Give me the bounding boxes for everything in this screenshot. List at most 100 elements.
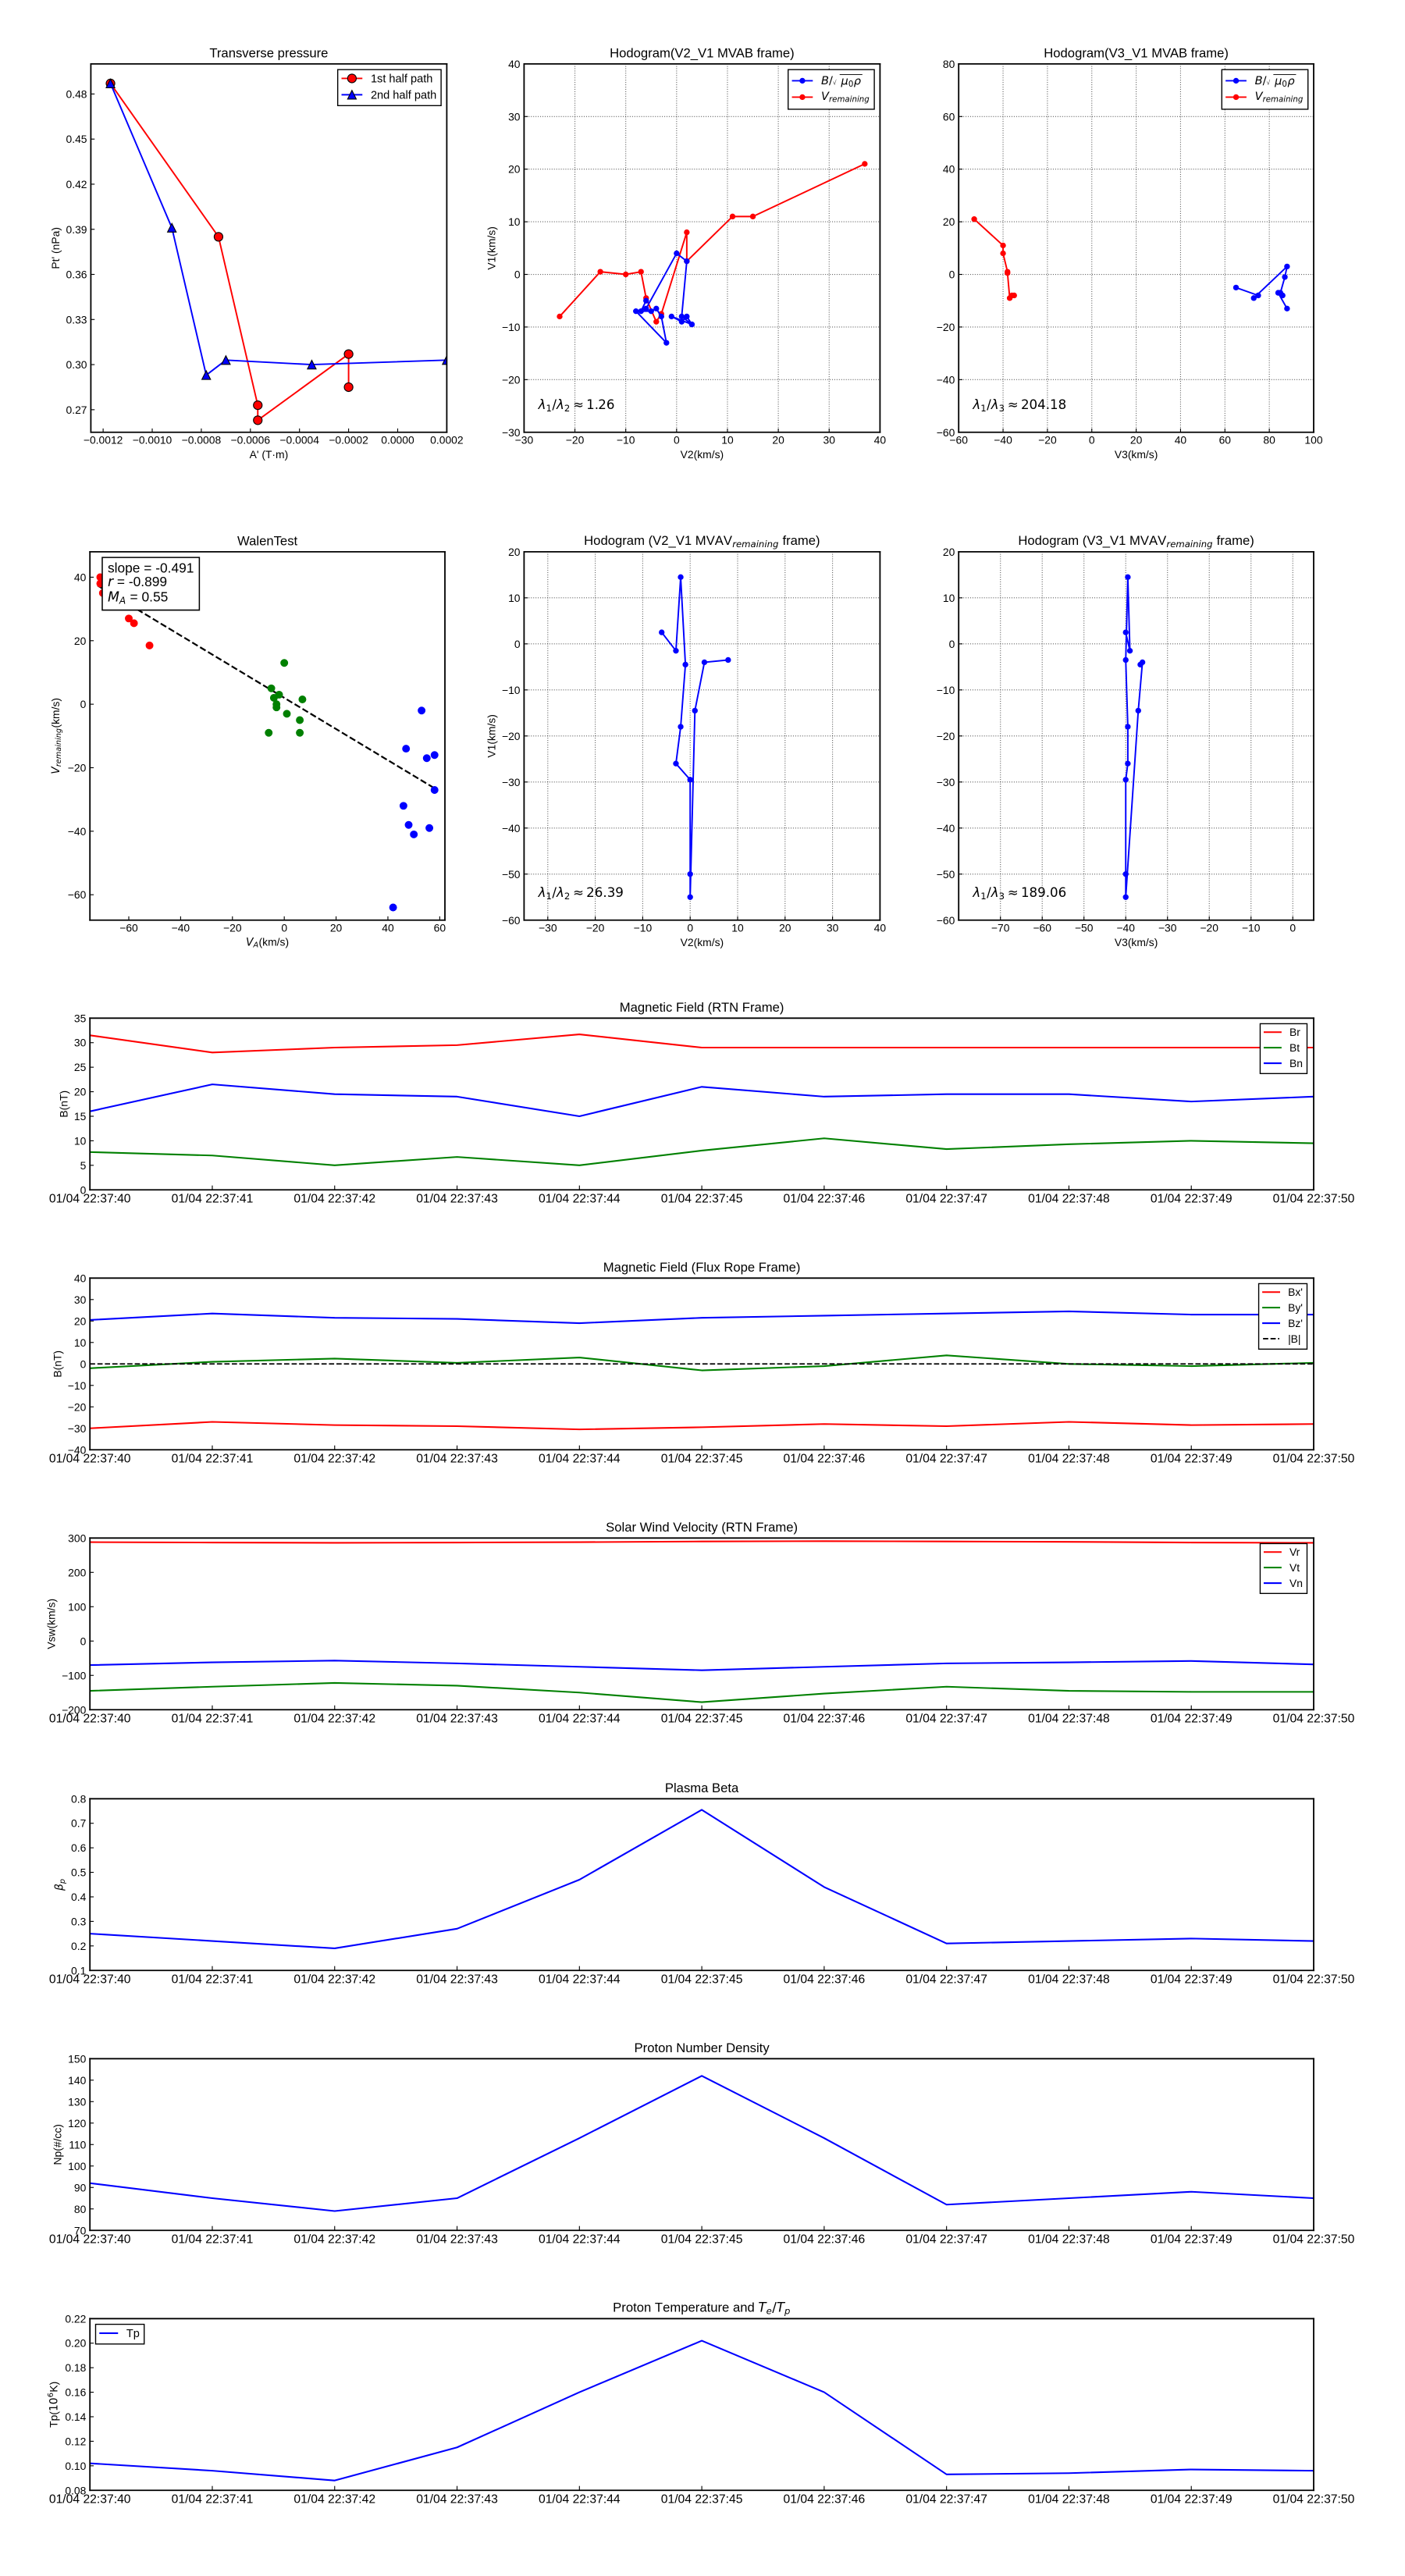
svg-text:0.7: 0.7 — [71, 1816, 87, 1829]
svg-text:Pt' (nPa): Pt' (nPa) — [49, 227, 62, 269]
svg-text:01/04 22:37:49: 01/04 22:37:49 — [1151, 1713, 1232, 1726]
svg-text:−20: −20 — [68, 1401, 87, 1414]
svg-text:40: 40 — [74, 571, 87, 583]
svg-text:30: 30 — [827, 922, 839, 934]
svg-text:−40: −40 — [994, 434, 1012, 447]
svg-text:−20: −20 — [937, 730, 955, 742]
svg-text:−40: −40 — [502, 822, 521, 834]
svg-text:−0.0004: −0.0004 — [279, 434, 319, 447]
svg-text:01/04 22:37:47: 01/04 22:37:47 — [905, 2233, 987, 2246]
svg-text:5: 5 — [80, 1159, 87, 1172]
svg-text:01/04 22:37:44: 01/04 22:37:44 — [539, 2233, 621, 2246]
svg-text:01/04 22:37:46: 01/04 22:37:46 — [784, 1973, 866, 1986]
svg-text:P r o t: P r o t o n T e m p e r a t u r e a n d … — [613, 2297, 795, 2318]
svg-text:−100: −100 — [62, 1670, 87, 1682]
svg-text:01/04 22:37:50: 01/04 22:37:50 — [1273, 1713, 1355, 1726]
svg-text:15: 15 — [74, 1110, 87, 1123]
svg-text:01/04 22:37:47: 01/04 22:37:47 — [905, 1453, 987, 1466]
svg-text:0.48: 0.48 — [66, 87, 87, 100]
svg-text:60: 60 — [943, 110, 955, 123]
svg-text:100: 100 — [68, 2160, 86, 2172]
svg-text:110: 110 — [69, 2138, 86, 2151]
svg-text:01/04 22:37:41: 01/04 22:37:41 — [172, 1713, 254, 1726]
svg-text:40: 40 — [1175, 434, 1187, 447]
svg-text:Np(#/cc): Np(#/cc) — [52, 2124, 64, 2165]
svg-text:01/04 22:37:46: 01/04 22:37:46 — [784, 2493, 866, 2507]
svg-text:|B|: |B| — [1288, 1332, 1300, 1345]
svg-text:0.42: 0.42 — [66, 178, 87, 190]
svg-text:0.22: 0.22 — [65, 2312, 86, 2325]
svg-text:01/04 22:37:49: 01/04 22:37:49 — [1151, 1192, 1232, 1205]
svg-text:01/04 22:37:40: 01/04 22:37:40 — [49, 1973, 131, 1986]
svg-text:10: 10 — [721, 434, 734, 447]
svg-text:Vt: Vt — [1289, 1561, 1300, 1574]
svg-text:10: 10 — [508, 215, 521, 228]
svg-text:0.1: 0.1 — [71, 1964, 87, 1976]
svg-text:−60: −60 — [1033, 922, 1051, 934]
svg-text:V3(km/s): V3(km/s) — [1115, 448, 1158, 461]
svg-text:60: 60 — [434, 922, 446, 934]
svg-text:80: 80 — [943, 58, 955, 70]
svg-text:200: 200 — [68, 1567, 86, 1579]
svg-text:Hodogram(V3_V1 MVAB frame): Hodogram(V3_V1 MVAB frame) — [1044, 46, 1229, 61]
svg-text:01/04 22:37:43: 01/04 22:37:43 — [416, 1713, 498, 1726]
svg-text:01/04 22:37:40: 01/04 22:37:40 — [49, 2493, 131, 2507]
svg-text:01/04 22:37:43: 01/04 22:37:43 — [416, 2233, 498, 2246]
svg-text:Bx': Bx' — [1288, 1286, 1303, 1298]
svg-text:−0.0010: −0.0010 — [133, 434, 173, 447]
svg-text:−20: −20 — [566, 434, 585, 447]
svg-text:Plasma Beta: Plasma Beta — [665, 1781, 739, 1795]
svg-text:0.2: 0.2 — [71, 1940, 87, 1952]
svg-text:WalenTest: WalenTest — [237, 534, 298, 549]
svg-text:01/04 22:37:41: 01/04 22:37:41 — [172, 1453, 254, 1466]
svg-text:01/04 22:37:48: 01/04 22:37:48 — [1028, 1192, 1110, 1205]
svg-text:20: 20 — [74, 635, 87, 647]
svg-text:01/04 22:37:46: 01/04 22:37:46 — [784, 2233, 866, 2246]
svg-text:0.18: 0.18 — [65, 2361, 86, 2374]
svg-text:01/04 22:37:50: 01/04 22:37:50 — [1273, 1973, 1355, 1986]
svg-text:λ λ 1 3: λ λ 1 3 / ≈ 1 8 9 . 0 6 — [972, 881, 1066, 903]
svg-text:−30: −30 — [1158, 922, 1177, 934]
svg-text:10: 10 — [74, 1336, 87, 1349]
svg-text:−0.0006: −0.0006 — [231, 434, 271, 447]
svg-text:20: 20 — [772, 434, 784, 447]
svg-text:1st half path: 1st half path — [371, 73, 432, 86]
svg-text:0.4: 0.4 — [71, 1891, 87, 1903]
svg-text:Bz': Bz' — [1288, 1317, 1303, 1329]
svg-text:−30: −30 — [539, 922, 557, 934]
svg-text:01/04 22:37:43: 01/04 22:37:43 — [416, 1192, 498, 1205]
svg-text:λ λ 1 3: λ λ 1 3 / ≈ 2 0 4 . 1 8 — [972, 393, 1066, 415]
svg-text:−30: −30 — [502, 776, 521, 788]
svg-text:90: 90 — [74, 2181, 87, 2194]
svg-text:120: 120 — [68, 2117, 86, 2129]
svg-text:01/04 22:37:40: 01/04 22:37:40 — [49, 1192, 131, 1205]
svg-text:A' (T·m): A' (T·m) — [250, 448, 289, 461]
svg-text:−10: −10 — [1242, 922, 1261, 934]
svg-text:20: 20 — [943, 546, 955, 558]
svg-text:01/04 22:37:44: 01/04 22:37:44 — [539, 1453, 621, 1466]
svg-text:01/04 22:37:50: 01/04 22:37:50 — [1273, 1453, 1355, 1466]
svg-text:Bn: Bn — [1289, 1057, 1303, 1069]
svg-text:40: 40 — [943, 163, 955, 176]
svg-text:0.6: 0.6 — [71, 1841, 87, 1854]
svg-text:−40: −40 — [68, 1443, 87, 1456]
svg-text:01/04 22:37:48: 01/04 22:37:48 — [1028, 1713, 1110, 1726]
svg-text:0: 0 — [80, 1635, 87, 1648]
svg-text:01/04 22:37:48: 01/04 22:37:48 — [1028, 2493, 1110, 2507]
svg-text:−50: −50 — [1075, 922, 1094, 934]
svg-text:0: 0 — [80, 698, 87, 710]
svg-text:20: 20 — [779, 922, 791, 934]
svg-text:0: 0 — [674, 434, 680, 447]
svg-text:01/04 22:37:48: 01/04 22:37:48 — [1028, 1453, 1110, 1466]
svg-text:01/04 22:37:48: 01/04 22:37:48 — [1028, 1973, 1110, 1986]
svg-text:01/04 22:37:44: 01/04 22:37:44 — [539, 2493, 621, 2507]
svg-text:Hodogram(V2_V1 MVAB frame): Hodogram(V2_V1 MVAB frame) — [610, 46, 795, 61]
svg-text:0: 0 — [1089, 434, 1095, 447]
svg-text:300: 300 — [68, 1532, 86, 1545]
svg-text:150: 150 — [68, 2052, 86, 2065]
svg-text:0: 0 — [80, 1358, 87, 1371]
svg-text:80: 80 — [1263, 434, 1275, 447]
svg-text:0: 0 — [687, 922, 693, 934]
svg-text:−20: −20 — [937, 321, 955, 333]
svg-text:01/04 22:37:42: 01/04 22:37:42 — [293, 2493, 375, 2507]
